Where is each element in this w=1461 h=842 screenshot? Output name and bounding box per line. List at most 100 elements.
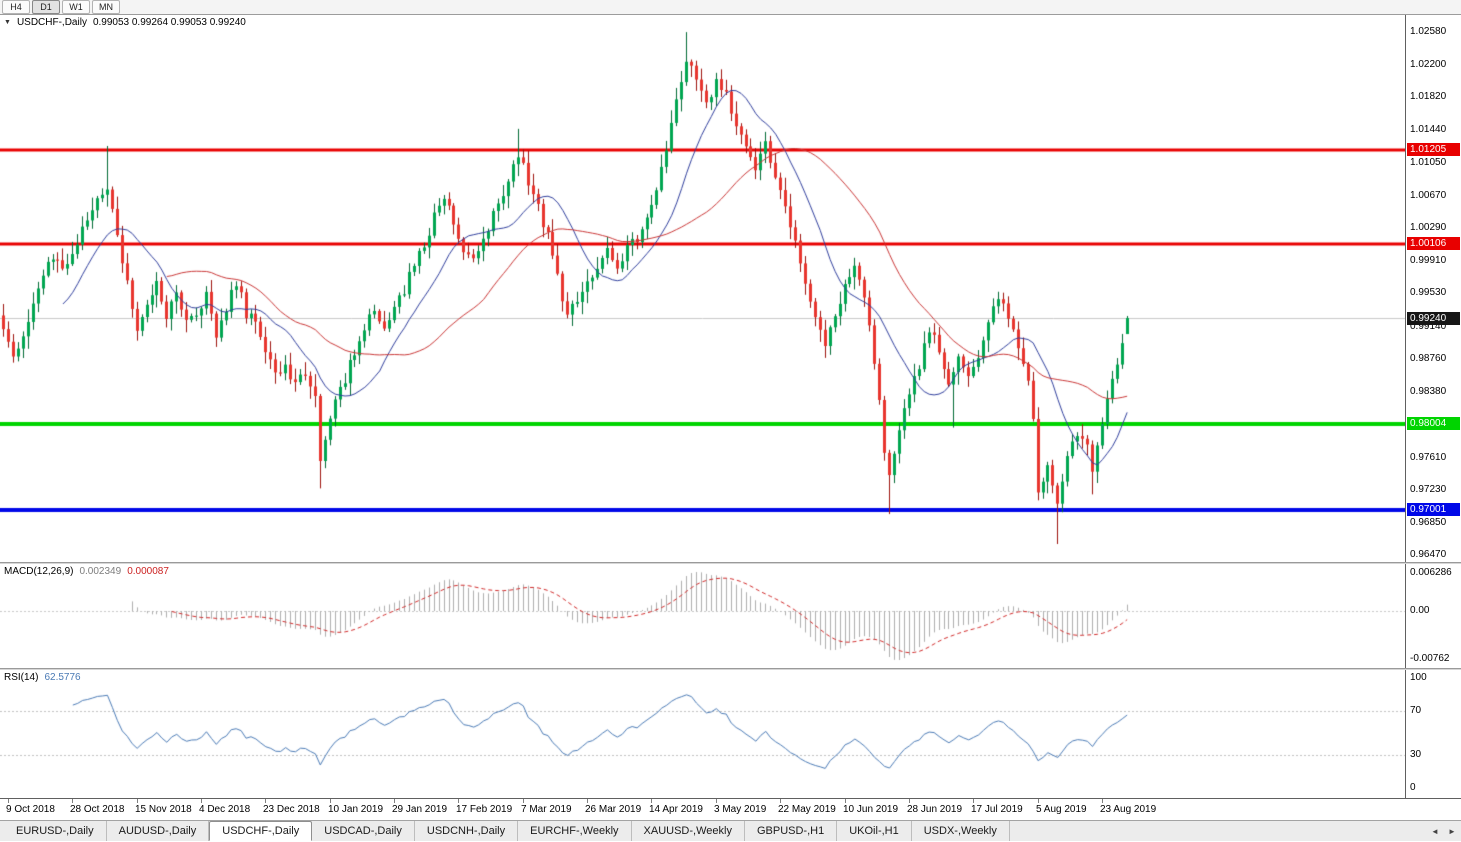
timeframe-button-d1[interactable]: D1 [32,0,60,14]
date-label: 14 Apr 2019 [649,804,703,815]
price-level-badge: 0.97001 [1407,503,1460,516]
date-tick [1102,799,1103,803]
price-axis-label: 0.99530 [1410,287,1447,298]
macd-canvas[interactable] [0,564,1405,668]
price-axis-label: 1.01440 [1410,124,1447,135]
rsi-panel: RSI(14) 62.5776 [0,670,1405,798]
date-tick [330,799,331,803]
tab-scroll-arrows: ◄ ► [1429,821,1458,842]
price-axis-label: 0.97610 [1410,452,1447,463]
chart-tab-usdx-weekly[interactable]: USDX-,Weekly [912,821,1010,841]
price-axis-label: 1.01050 [1410,157,1447,168]
date-tick [8,799,9,803]
price-axis-label: 1.02580 [1410,26,1447,37]
chart-tab-eurusd-daily[interactable]: EURUSD-,Daily [4,821,107,841]
rsi-axis-label: 100 [1410,672,1427,683]
price-axis-label: 0.97230 [1410,484,1447,495]
timeframe-button-mn[interactable]: MN [92,0,120,14]
macd-axis-zero: 0.00 [1410,605,1430,616]
chart-tab-usdchf-daily[interactable]: USDCHF-,Daily [209,821,313,841]
chart-tab-xauusd-weekly[interactable]: XAUUSD-,Weekly [632,821,745,841]
price-axis-label: 1.01820 [1410,91,1447,102]
rsi-axis-label: 70 [1410,705,1422,716]
date-label: 15 Nov 2018 [135,804,192,815]
chart-symbol-period: USDCHF-,Daily [16,17,87,28]
date-label: 26 Mar 2019 [585,804,642,815]
timeframe-toolbar: H4 D1 W1 MN [0,0,1461,15]
price-axis-label: 1.00670 [1410,190,1447,201]
date-label: 10 Jan 2019 [328,804,384,815]
chart-tab-usdcnh-daily[interactable]: USDCNH-,Daily [415,821,519,841]
chart-tab-ukoil-h1[interactable]: UKOil-,H1 [837,821,912,841]
rsi-label: RSI(14) 62.5776 [4,672,81,683]
date-label: 23 Aug 2019 [1100,804,1157,815]
price-axis-label: 0.98760 [1410,353,1447,364]
date-tick [780,799,781,803]
date-label: 28 Jun 2019 [907,804,963,815]
price-axis-label: 0.98380 [1410,386,1447,397]
chart-tab-audusd-daily[interactable]: AUDUSD-,Daily [107,821,210,841]
date-label: 9 Oct 2018 [6,804,55,815]
chart-tab-bar: EURUSD-,Daily AUDUSD-,Daily USDCHF-,Daily U… [0,820,1461,841]
price-level-badge: 0.98004 [1407,417,1460,430]
macd-panel: MACD(12,26,9) 0.002349 0.000087 [0,564,1405,668]
macd-value-main: 0.002349 [79,566,122,577]
date-tick [523,799,524,803]
date-tick [394,799,395,803]
date-tick [137,799,138,803]
macd-axis: 0.006286 0.00 -0.00762 [1405,564,1461,668]
price-level-badge: 1.01205 [1407,143,1460,156]
price-axis-label: 0.96850 [1410,517,1447,528]
date-tick [458,799,459,803]
tab-scroll-right-icon[interactable]: ► [1448,827,1456,836]
rsi-canvas[interactable] [0,670,1405,798]
date-tick [72,799,73,803]
rsi-axis-label: 0 [1410,782,1416,793]
rsi-value: 62.5776 [44,672,81,683]
macd-value-signal: 0.000087 [127,566,169,577]
timeframe-button-h4[interactable]: H4 [2,0,30,14]
price-level-badge: 1.00106 [1407,237,1460,250]
panel-divider[interactable] [0,668,1461,670]
chart-tabs: EURUSD-,Daily AUDUSD-,Daily USDCHF-,Daily U… [0,821,1010,841]
timeframe-button-w1[interactable]: W1 [62,0,90,14]
date-label: 5 Aug 2019 [1036,804,1087,815]
price-axis-label: 0.96470 [1410,549,1447,560]
macd-axis-top: 0.006286 [1410,567,1452,578]
macd-name: MACD(12,26,9) [4,566,74,577]
tab-scroll-left-icon[interactable]: ◄ [1431,827,1439,836]
date-tick [265,799,266,803]
current-price-badge: 0.99240 [1407,312,1460,325]
chart-dropdown-icon[interactable]: ▼ [4,19,11,26]
chart-tab-usdcad-daily[interactable]: USDCAD-,Daily [312,821,415,841]
date-tick [651,799,652,803]
price-axis-label: 0.99910 [1410,255,1447,266]
date-tick [973,799,974,803]
date-tick [845,799,846,803]
chart-ohlc-values: 0.99053 0.99264 0.99053 0.99240 [92,17,246,28]
timeframe-buttons: H4 D1 W1 MN [2,0,120,14]
chart-tab-eurchf-weekly[interactable]: EURCHF-,Weekly [518,821,632,841]
date-tick [716,799,717,803]
price-chart-canvas[interactable] [0,15,1405,562]
macd-label: MACD(12,26,9) 0.002349 0.000087 [4,566,169,577]
date-label: 17 Jul 2019 [971,804,1023,815]
date-label: 22 May 2019 [778,804,836,815]
date-tick [909,799,910,803]
date-tick [201,799,202,803]
price-axis-label: 1.02200 [1410,59,1447,70]
rsi-name: RSI(14) [4,672,39,683]
rsi-axis-label: 30 [1410,749,1422,760]
date-label: 3 May 2019 [714,804,767,815]
date-label: 29 Jan 2019 [392,804,448,815]
panel-divider[interactable] [0,562,1461,564]
date-label: 23 Dec 2018 [263,804,320,815]
date-label: 17 Feb 2019 [456,804,513,815]
date-tick [1038,799,1039,803]
chart-window: ▼ USDCHF-,Daily 0.99053 0.99264 0.99053 … [0,15,1461,820]
date-axis: 9 Oct 2018 28 Oct 2018 15 Nov 2018 4 Dec 20… [0,798,1461,820]
date-label: 7 Mar 2019 [521,804,572,815]
chart-tab-gbpusd-h1[interactable]: GBPUSD-,H1 [745,821,838,841]
chart-title: ▼ USDCHF-,Daily 0.99053 0.99264 0.99053 … [4,17,246,28]
